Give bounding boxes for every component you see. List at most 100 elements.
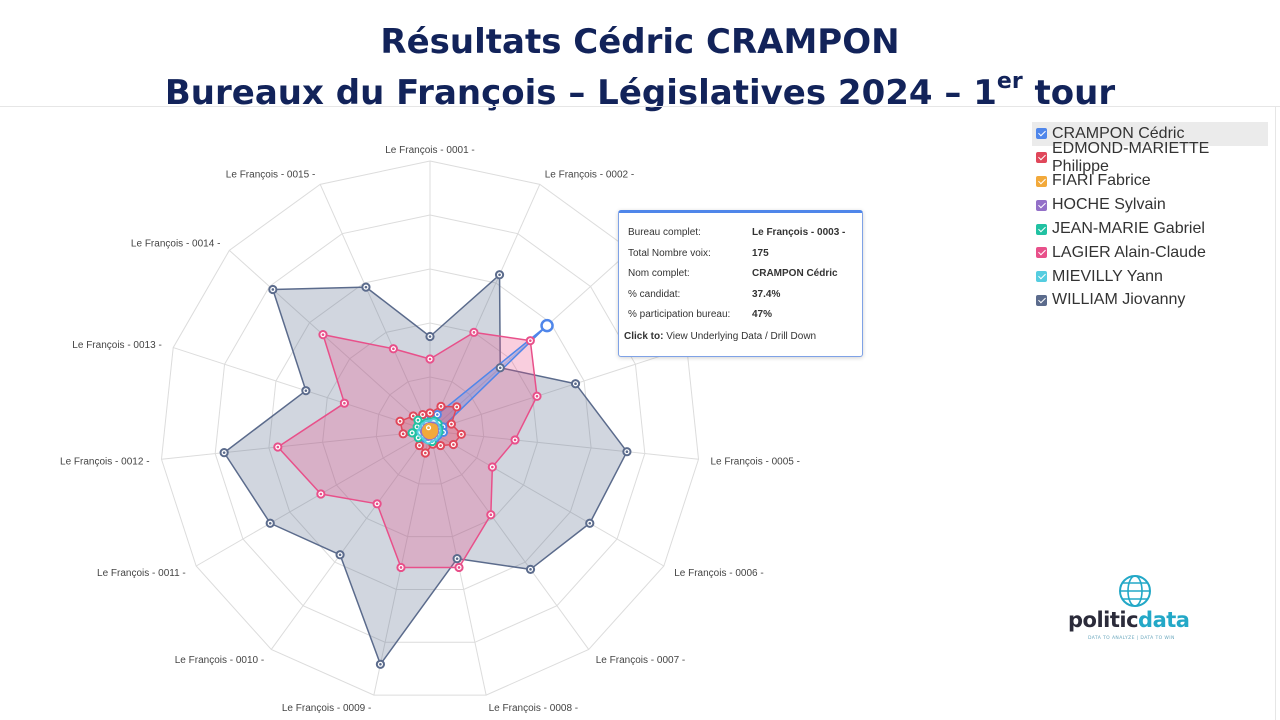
tooltip-key: Total Nombre voix: [628, 247, 711, 259]
data-point-dot [436, 413, 439, 416]
data-point-dot [319, 492, 323, 496]
legend-item[interactable]: JEAN-MARIE Gabriel [1032, 217, 1268, 241]
legend-item[interactable]: WILLIAM Jiovanny [1032, 289, 1268, 313]
series-area[interactable] [277, 331, 538, 569]
checkbox-icon[interactable] [1036, 223, 1047, 235]
data-point-dot [276, 445, 280, 449]
checkbox-icon[interactable] [1036, 128, 1047, 140]
tooltip-value: CRAMPON Cédric [752, 268, 838, 279]
axis-label: Le François - 0001 - [385, 145, 475, 156]
data-point-dot [222, 451, 226, 454]
grid-ring [214, 214, 646, 643]
legend-label: MIEVILLY Yann [1052, 267, 1163, 285]
grid-spoke [429, 430, 665, 567]
data-point-dot [491, 465, 494, 469]
tooltip-value: 47% [752, 309, 773, 320]
axis-label: Le François - 0008 - [489, 703, 579, 714]
axis-label: Le François - 0013 - [72, 340, 162, 351]
legend-item[interactable]: LAGIER Alain-Claude [1032, 241, 1268, 265]
logo-tagline: DATA TO ANALYZE | DATA TO WIN [1088, 636, 1175, 641]
axis-label: Le François - 0009 - [282, 703, 372, 714]
data-point-dot [452, 443, 455, 446]
data-point-dot [343, 401, 346, 405]
data-point-dot [375, 502, 379, 506]
grid-spoke [270, 430, 431, 650]
data-point-dot [625, 450, 629, 453]
radar-chart[interactable]: Le François - 0001 - Le François - 0002 -… [0, 106, 1000, 720]
tooltip-value: 175 [752, 247, 769, 259]
logo-wordmark: politicdata [1068, 608, 1208, 632]
data-point-dot [428, 411, 432, 415]
legend-item[interactable]: CRAMPON Cédric [1032, 122, 1268, 146]
grid-spoke [429, 184, 541, 432]
data-point-dot [401, 432, 405, 436]
grid-spoke [429, 430, 590, 650]
data-point-dot [268, 521, 272, 525]
data-point-dot [457, 566, 461, 569]
legend-item[interactable]: HOCHE Sylvain [1032, 193, 1268, 217]
checkbox-icon[interactable] [1036, 175, 1047, 187]
data-point-dot [513, 438, 517, 442]
data-point-dot [304, 389, 308, 392]
data-tooltip: Bureau complet: Le François - 0003 - Total… [618, 210, 863, 357]
data-point-dot [364, 285, 368, 289]
data-point-dot [415, 425, 419, 429]
politicdata-logo: politicdata DATA TO ANALYZE | DATA TO WI… [1068, 570, 1208, 650]
chart-title-line1: Résultats Cédric CRAMPON [380, 22, 900, 62]
tooltip-click-label: Click to: [624, 331, 667, 342]
axis-label: Le François - 0011 - [97, 568, 186, 579]
axis-label: Le François - 0007 - [596, 655, 686, 666]
logo-part1: politic [1068, 608, 1139, 632]
checkbox-icon[interactable] [1036, 271, 1047, 283]
grid-spoke [429, 347, 687, 432]
data-point-dot [417, 436, 420, 440]
series-area[interactable] [223, 274, 628, 666]
data-point-dot [439, 405, 443, 408]
data-point-dot [416, 418, 420, 422]
data-point-dot [410, 431, 414, 435]
data-point-dot [529, 568, 532, 571]
title-line2-tail: tour [1022, 73, 1116, 113]
data-point-dot [588, 521, 592, 525]
legend-label: WILLIAM Jiovanny [1052, 291, 1186, 309]
tooltip-drilldown-link[interactable]: Click to: View Underlying Data / Drill D… [624, 331, 816, 342]
legend-item[interactable]: FIARI Fabrice [1032, 170, 1268, 194]
data-point-dot [574, 382, 577, 386]
legend: CRAMPON Cédric EDMOND-MARIETTE Philippe FI… [1032, 122, 1268, 312]
legend-label: CRAMPON Cédric [1052, 124, 1185, 142]
radar-series[interactable] [219, 270, 632, 669]
panel-border-top [0, 106, 1280, 107]
axis-label: Le François - 0012 - [60, 456, 150, 467]
checkbox-icon[interactable] [1036, 152, 1047, 164]
data-point-dot [321, 333, 325, 336]
grid-spoke [429, 430, 699, 460]
tooltip-key: % candidat: [628, 288, 681, 300]
checkbox-icon[interactable] [1036, 199, 1047, 211]
data-point-dot [338, 553, 342, 557]
grid-spoke [195, 430, 431, 567]
panel-border-right [1275, 106, 1276, 720]
tooltip-key: % participation bureau: [628, 309, 731, 320]
data-point-dot [450, 422, 453, 426]
legend-label: HOCHE Sylvain [1052, 196, 1166, 214]
data-point-dot [439, 444, 442, 447]
legend-item[interactable]: MIEVILLY Yann [1032, 265, 1268, 289]
tooltip-value: Le François - 0003 - [752, 227, 846, 238]
data-point-dot [529, 339, 532, 342]
checkbox-icon[interactable] [1036, 294, 1047, 306]
data-point-dot [421, 413, 424, 416]
legend-label: LAGIER Alain-Claude [1052, 243, 1206, 261]
axis-label: Le François - 0014 - [131, 238, 221, 249]
data-point-dot [379, 662, 382, 666]
data-point-dot [472, 331, 476, 334]
checkbox-icon[interactable] [1036, 247, 1047, 259]
grid-ring [375, 376, 485, 485]
data-point-dot [498, 366, 502, 370]
title-line2-superscript: er [996, 69, 1023, 94]
data-point-dot [427, 426, 430, 430]
data-point-dot [489, 513, 493, 517]
hovered-data-point[interactable] [540, 318, 554, 333]
legend-item[interactable]: EDMOND-MARIETTE Philippe [1032, 140, 1268, 175]
data-point-dot [455, 405, 459, 409]
tooltip-click-action[interactable]: View Underlying Data / Drill Down [666, 331, 817, 342]
